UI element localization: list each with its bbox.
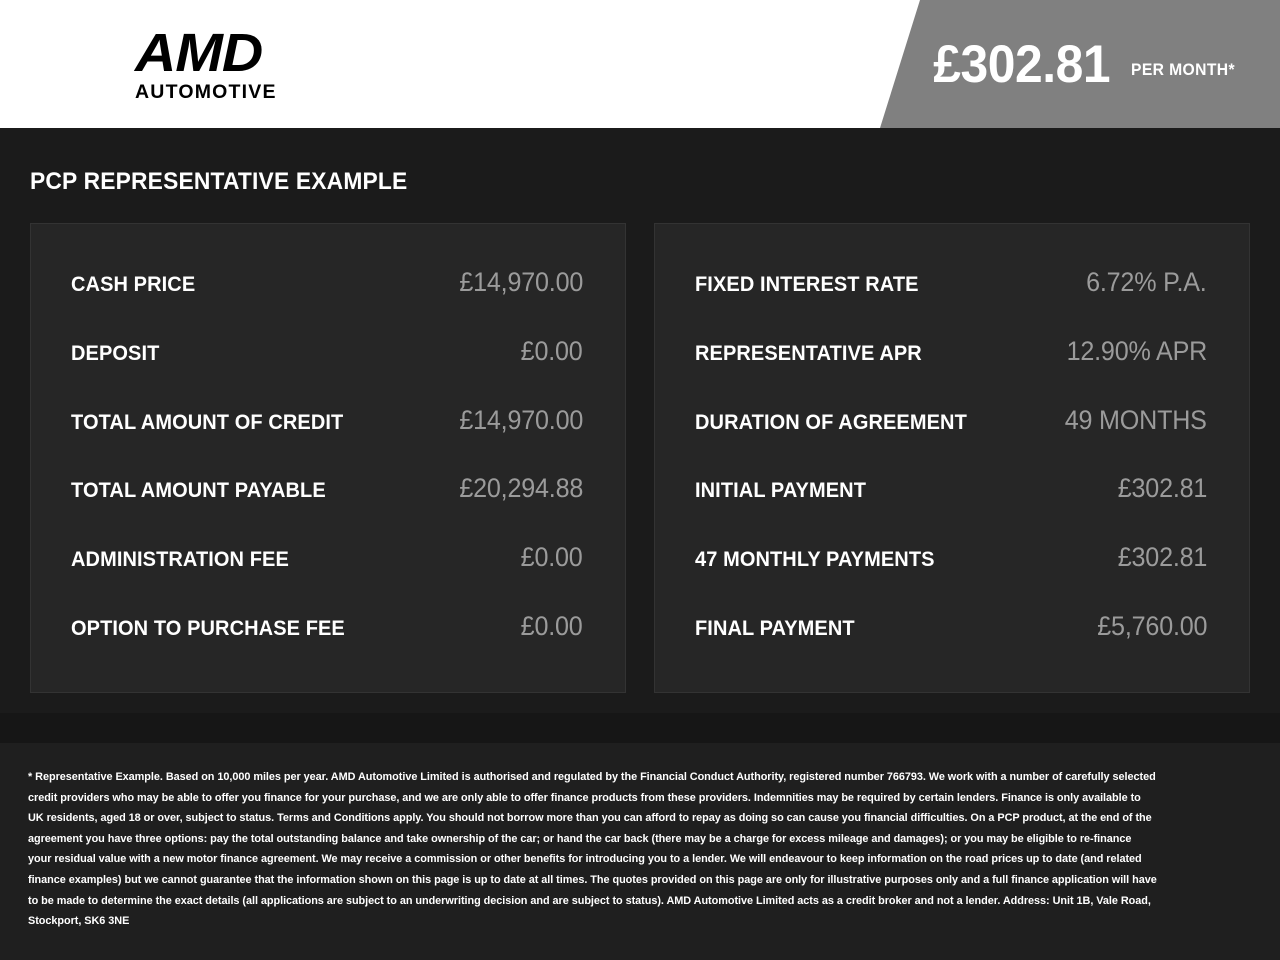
monthly-price-banner-inner: £302.81 PER MONTH* bbox=[880, 0, 1280, 128]
row-label: TOTAL AMOUNT PAYABLE bbox=[71, 478, 326, 503]
row-value: 12.90% APR bbox=[1066, 335, 1207, 366]
row-value: £5,760.00 bbox=[1096, 610, 1207, 641]
row-value: £14,970.00 bbox=[459, 267, 583, 297]
table-row: ADMINISTRATION FEE £0.00 bbox=[71, 543, 583, 583]
finance-panel-right: FIXED INTEREST RATE 6.72% P.A. REPRESENT… bbox=[654, 223, 1250, 693]
row-label: DURATION OF AGREEMENT bbox=[695, 409, 967, 434]
row-label: ADMINISTRATION FEE bbox=[71, 547, 289, 572]
monthly-price-amount: £302.81 bbox=[933, 34, 1111, 94]
row-label: OPTION TO PURCHASE FEE bbox=[71, 615, 345, 640]
table-row: INITIAL PAYMENT £302.81 bbox=[695, 474, 1207, 514]
row-value: £0.00 bbox=[521, 335, 583, 366]
table-row: DEPOSIT £0.00 bbox=[71, 337, 583, 377]
row-value: £302.81 bbox=[1117, 542, 1208, 573]
logo-subtitle: AUTOMOTIVE bbox=[135, 81, 277, 103]
row-value: £0.00 bbox=[521, 610, 583, 641]
row-label: FIXED INTEREST RATE bbox=[695, 272, 919, 296]
row-value: £0.00 bbox=[521, 542, 583, 573]
table-row: REPRESENTATIVE APR 12.90% APR bbox=[695, 337, 1207, 377]
monthly-price-banner: £302.81 PER MONTH* bbox=[880, 0, 1280, 128]
table-row: TOTAL AMOUNT PAYABLE £20,294.88 bbox=[71, 474, 583, 514]
table-row: 47 MONTHLY PAYMENTS £302.81 bbox=[695, 543, 1207, 583]
page-title: PCP REPRESENTATIVE EXAMPLE bbox=[30, 168, 408, 195]
table-row: OPTION TO PURCHASE FEE £0.00 bbox=[71, 612, 583, 652]
row-label: CASH PRICE bbox=[71, 272, 196, 296]
row-label: REPRESENTATIVE APR bbox=[695, 340, 922, 365]
row-value: £20,294.88 bbox=[459, 473, 583, 504]
row-value: £302.81 bbox=[1117, 473, 1208, 504]
row-label: DEPOSIT bbox=[71, 340, 160, 365]
logo-wordmark: AMD bbox=[135, 23, 263, 83]
row-value: 49 MONTHS bbox=[1064, 404, 1207, 435]
section-divider bbox=[0, 713, 1280, 743]
row-label: INITIAL PAYMENT bbox=[695, 478, 867, 503]
row-label: TOTAL AMOUNT OF CREDIT bbox=[71, 409, 344, 434]
monthly-price-suffix: PER MONTH* bbox=[1130, 61, 1235, 79]
amd-automotive-logo[interactable]: AMD AUTOMOTIVE bbox=[135, 26, 285, 103]
page-header: AMD AUTOMOTIVE £302.81 PER MONTH* bbox=[0, 0, 1280, 128]
row-label: FINAL PAYMENT bbox=[695, 615, 855, 640]
table-row: FIXED INTEREST RATE 6.72% P.A. bbox=[695, 268, 1207, 308]
disclaimer-section: * Representative Example. Based on 10,00… bbox=[0, 743, 1280, 960]
disclaimer-text: * Representative Example. Based on 10,00… bbox=[28, 771, 1157, 928]
finance-details-panels: CASH PRICE £14,970.00 DEPOSIT £0.00 TOTA… bbox=[30, 223, 1250, 693]
row-value: 6.72% P.A. bbox=[1086, 267, 1207, 297]
table-row: DURATION OF AGREEMENT 49 MONTHS bbox=[695, 406, 1207, 446]
table-row: TOTAL AMOUNT OF CREDIT £14,970.00 bbox=[71, 406, 583, 446]
main-content: PCP REPRESENTATIVE EXAMPLE CASH PRICE £1… bbox=[0, 128, 1280, 713]
table-row: FINAL PAYMENT £5,760.00 bbox=[695, 612, 1207, 652]
finance-panel-left: CASH PRICE £14,970.00 DEPOSIT £0.00 TOTA… bbox=[30, 223, 626, 693]
row-label: 47 MONTHLY PAYMENTS bbox=[695, 547, 935, 572]
table-row: CASH PRICE £14,970.00 bbox=[71, 268, 583, 308]
row-value: £14,970.00 bbox=[459, 404, 583, 435]
